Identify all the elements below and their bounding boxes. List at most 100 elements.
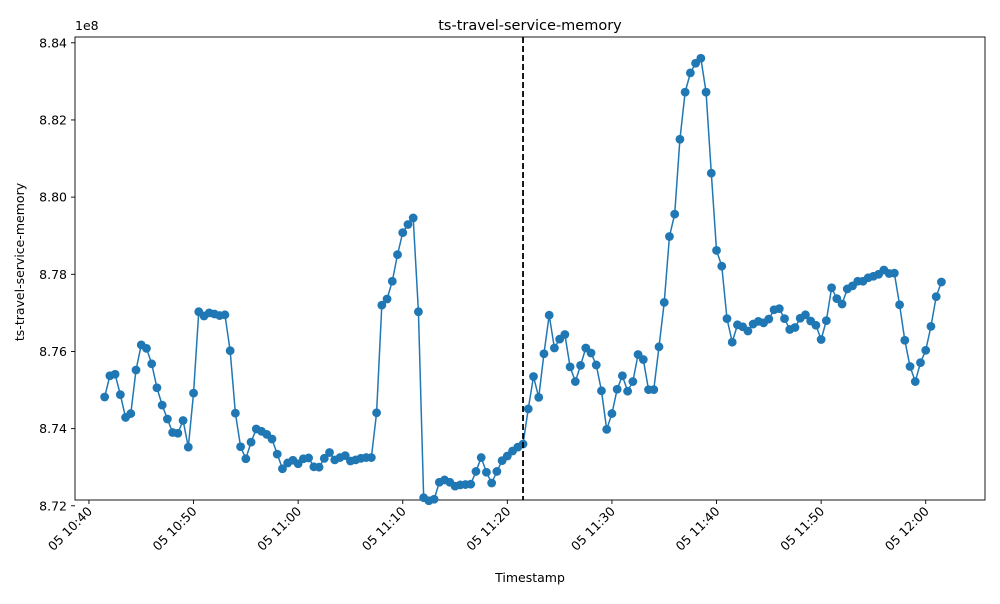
data-point bbox=[147, 359, 157, 369]
data-point bbox=[576, 360, 585, 370]
data-point bbox=[649, 385, 659, 395]
data-point bbox=[602, 424, 612, 434]
data-point bbox=[241, 454, 251, 464]
data-point bbox=[926, 321, 936, 331]
data-point bbox=[398, 228, 408, 238]
data-point bbox=[523, 404, 533, 414]
data-point bbox=[173, 428, 183, 438]
data-point bbox=[570, 377, 580, 386]
data-point bbox=[225, 346, 235, 356]
y-tick-label: 8.74 bbox=[39, 421, 67, 436]
data-point bbox=[534, 392, 544, 402]
data-point bbox=[597, 386, 606, 396]
data-point bbox=[131, 365, 141, 375]
data-point bbox=[931, 292, 941, 302]
data-point bbox=[937, 277, 946, 287]
data-point bbox=[319, 453, 329, 463]
data-point bbox=[162, 414, 172, 424]
data-point bbox=[220, 310, 230, 320]
y-offset-label: 1e8 bbox=[75, 18, 99, 33]
data-point bbox=[544, 310, 554, 320]
data-point bbox=[429, 494, 439, 504]
data-point bbox=[790, 323, 800, 332]
data-point bbox=[142, 343, 151, 353]
data-point bbox=[889, 268, 899, 278]
data-point bbox=[183, 442, 193, 452]
data-point bbox=[304, 453, 313, 463]
data-point bbox=[701, 87, 711, 97]
data-point bbox=[230, 408, 240, 418]
data-point bbox=[157, 400, 167, 410]
data-point bbox=[921, 345, 931, 355]
data-point bbox=[827, 283, 836, 293]
data-point bbox=[126, 409, 136, 418]
data-point bbox=[393, 250, 402, 260]
data-point bbox=[408, 213, 418, 223]
data-point bbox=[550, 343, 559, 353]
data-point bbox=[403, 220, 413, 229]
y-tick-label: 8.80 bbox=[39, 190, 67, 205]
data-point bbox=[617, 371, 627, 381]
data-point bbox=[377, 300, 387, 310]
data-point bbox=[272, 449, 282, 459]
y-tick-label: 8.78 bbox=[39, 267, 67, 282]
data-point bbox=[685, 68, 695, 78]
data-point bbox=[246, 437, 256, 447]
data-point bbox=[414, 307, 423, 317]
data-point bbox=[774, 304, 784, 314]
data-point bbox=[152, 383, 162, 393]
data-point bbox=[821, 316, 831, 325]
y-tick-label: 8.82 bbox=[39, 112, 67, 127]
data-point bbox=[539, 349, 549, 359]
y-axis-label: ts-travel-service-memory bbox=[12, 182, 27, 341]
data-point bbox=[780, 314, 789, 324]
data-point bbox=[675, 134, 685, 144]
x-axis-label: Timestamp bbox=[494, 570, 565, 585]
data-point bbox=[832, 294, 842, 303]
data-point bbox=[487, 478, 497, 488]
data-point bbox=[529, 372, 538, 381]
data-point bbox=[654, 342, 664, 352]
data-point bbox=[387, 276, 397, 286]
data-point bbox=[382, 294, 392, 304]
data-point bbox=[115, 390, 125, 400]
data-point bbox=[471, 467, 481, 476]
data-point bbox=[565, 362, 575, 372]
data-point bbox=[314, 462, 324, 472]
data-point bbox=[764, 314, 774, 324]
data-point bbox=[895, 300, 904, 310]
chart-title: ts-travel-service-memory bbox=[438, 18, 622, 34]
data-point bbox=[189, 388, 198, 398]
data-point bbox=[100, 392, 110, 402]
data-point bbox=[586, 348, 596, 358]
data-point bbox=[325, 448, 334, 457]
data-point bbox=[900, 335, 910, 345]
data-point bbox=[236, 442, 246, 452]
data-point bbox=[560, 330, 570, 339]
data-point bbox=[612, 384, 622, 394]
data-point bbox=[591, 360, 601, 370]
data-point bbox=[706, 168, 716, 178]
data-point bbox=[696, 53, 706, 63]
data-point bbox=[623, 386, 633, 396]
data-point bbox=[607, 409, 617, 418]
data-point bbox=[712, 245, 721, 255]
data-point bbox=[178, 416, 188, 425]
data-point bbox=[816, 335, 826, 344]
axes-frame bbox=[74, 36, 986, 501]
data-point bbox=[722, 314, 732, 324]
data-point bbox=[482, 467, 491, 477]
data-point bbox=[628, 377, 638, 386]
data-point bbox=[727, 337, 737, 347]
data-point bbox=[659, 298, 669, 307]
data-point bbox=[466, 479, 476, 489]
data-point bbox=[680, 87, 690, 97]
data-point bbox=[372, 408, 381, 418]
data-point bbox=[278, 464, 287, 474]
data-point bbox=[110, 369, 120, 379]
data-point bbox=[811, 320, 821, 330]
data-point bbox=[801, 310, 810, 320]
data-point bbox=[916, 358, 925, 368]
y-tick-label: 8.76 bbox=[39, 344, 67, 359]
